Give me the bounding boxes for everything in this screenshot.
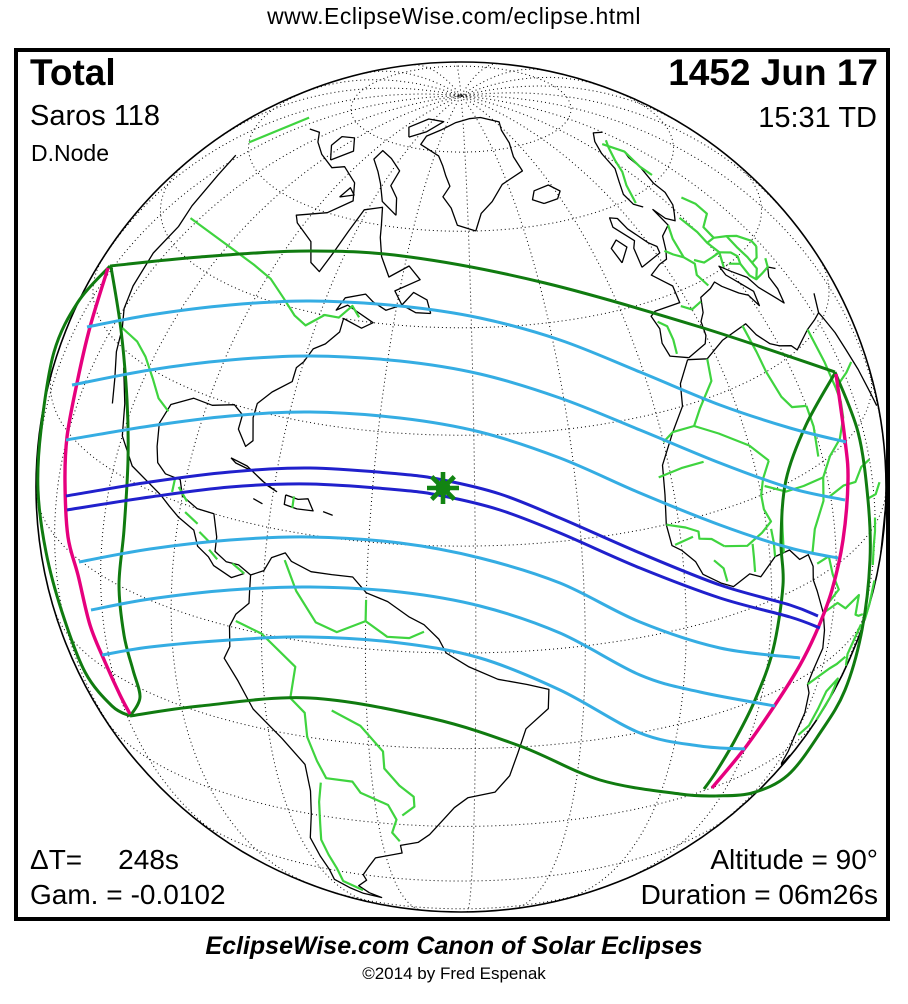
eclipse-map-frame	[14, 48, 890, 921]
country-borders	[121, 116, 881, 892]
globe-limb	[35, 61, 886, 913]
delta-t-label: ΔT=	[30, 844, 83, 875]
duration-label: Duration = 06m26s	[640, 879, 878, 910]
eclipse-time-label: 15:31 TD	[758, 102, 877, 134]
saros-label: Saros 118	[30, 100, 161, 132]
eclipse-map-svg	[35, 61, 886, 913]
gamma-line: Gam. = -0.0102	[30, 880, 226, 909]
gamma-label: Gam. =	[30, 879, 123, 910]
eclipse-type-label: Total	[30, 52, 116, 93]
graticule	[35, 61, 886, 913]
eclipse-path-curves	[36, 249, 872, 798]
gamma-value: -0.0102	[130, 879, 226, 910]
delta-t-line: ΔT= 248s	[30, 845, 179, 874]
url-header: www.EclipseWise.com/eclipse.html	[267, 3, 641, 29]
altitude-label: Altitude = 90°	[710, 844, 878, 875]
footer-title: EclipseWise.com Canon of Solar Eclipses	[205, 932, 703, 960]
footer-copyright: ©2014 by Fred Espenak	[362, 964, 546, 983]
delta-t-value: 248s	[118, 844, 179, 875]
coastlines	[111, 116, 886, 899]
eclipse-date-label: 1452 Jun 17	[668, 52, 878, 93]
node-label: D.Node	[31, 140, 109, 166]
greatest-eclipse-star-icon	[427, 472, 459, 504]
